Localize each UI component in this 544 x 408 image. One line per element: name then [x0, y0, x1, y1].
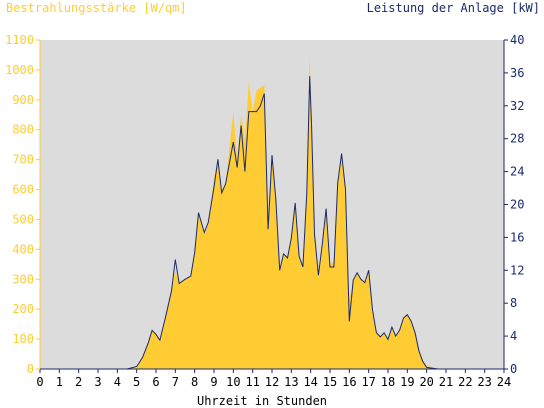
y-right-tick-label: 32	[510, 99, 524, 113]
y-left-tick-label: 400	[12, 242, 34, 256]
y-left-tick-label: 1100	[5, 33, 34, 47]
y-right-tick-label: 0	[510, 362, 517, 376]
y-left-tick-label: 300	[12, 272, 34, 286]
x-tick-label: 21	[439, 375, 453, 389]
x-tick-label: 8	[191, 375, 198, 389]
y-left-tick-label: 1000	[5, 63, 34, 77]
y-right-tick-label: 16	[510, 230, 524, 244]
y-right-tick-label: 36	[510, 66, 524, 80]
right-axis-title: Leistung der Anlage [kW]	[367, 1, 540, 15]
y-left-tick-label: 800	[12, 123, 34, 137]
x-tick-label: 6	[152, 375, 159, 389]
x-tick-label: 2	[75, 375, 82, 389]
x-tick-label: 19	[400, 375, 414, 389]
y-right-tick-label: 40	[510, 33, 524, 47]
left-axis-title: Bestrahlungsstärke [W/qm]	[6, 1, 187, 15]
x-tick-label: 7	[172, 375, 179, 389]
x-tick-label: 20	[419, 375, 433, 389]
x-tick-label: 0	[36, 375, 43, 389]
x-tick-label: 13	[284, 375, 298, 389]
x-tick-label: 16	[342, 375, 356, 389]
y-right-tick-label: 12	[510, 263, 524, 277]
x-tick-label: 4	[114, 375, 121, 389]
x-tick-label: 12	[265, 375, 279, 389]
x-tick-label: 11	[245, 375, 259, 389]
x-tick-label: 9	[210, 375, 217, 389]
power-line	[40, 76, 504, 370]
x-tick-label: 23	[477, 375, 491, 389]
x-tick-label: 5	[133, 375, 140, 389]
y-right-tick-label: 24	[510, 165, 524, 179]
x-tick-label: 24	[497, 375, 511, 389]
y-left-tick-label: 500	[12, 212, 34, 226]
y-right-tick-label: 20	[510, 198, 524, 212]
y-left-tick-label: 900	[12, 93, 34, 107]
y-left-tick-label: 200	[12, 302, 34, 316]
x-tick-label: 14	[303, 375, 317, 389]
x-tick-label: 17	[361, 375, 375, 389]
x-tick-label: 22	[458, 375, 472, 389]
y-left-tick-label: 0	[27, 362, 34, 376]
x-tick-label: 1	[56, 375, 63, 389]
x-tick-label: 15	[323, 375, 337, 389]
x-axis-title: Uhrzeit in Stunden	[197, 394, 327, 408]
x-tick-label: 3	[94, 375, 101, 389]
x-tick-label: 10	[226, 375, 240, 389]
irradiance-area	[40, 52, 504, 369]
y-left-tick-label: 700	[12, 153, 34, 167]
y-left-tick-label: 100	[12, 332, 34, 346]
y-right-tick-label: 8	[510, 296, 517, 310]
y-right-tick-label: 28	[510, 132, 524, 146]
y-left-tick-label: 600	[12, 183, 34, 197]
tick-group: 0 1 2 3 4 5 6 7 8 9 10 11 12 13 14 15 16 17 18 19 20 21 22 23 24…	[5, 33, 524, 389]
y-right-tick-label: 4	[510, 329, 517, 343]
x-tick-label: 18	[381, 375, 395, 389]
